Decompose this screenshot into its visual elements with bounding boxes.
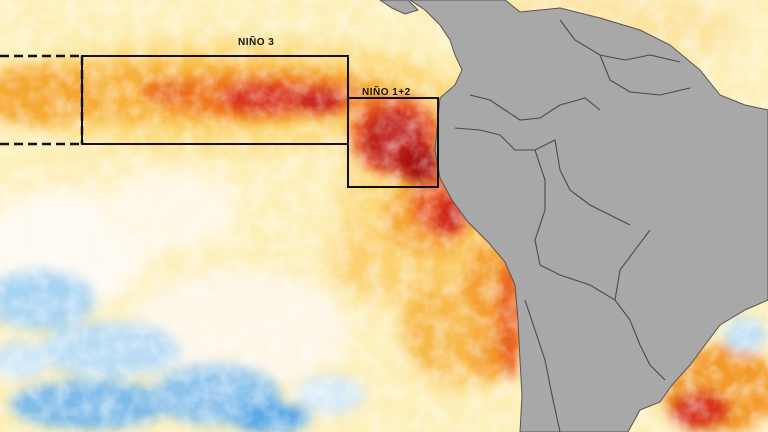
central-america-landmass: [379, 0, 419, 15]
land-south-america: [379, 0, 768, 432]
nino3-label: NIÑO 3: [238, 37, 275, 48]
border-line: [614, 229, 651, 301]
nino-region-boxes: [0, 54, 439, 188]
border-line: [524, 299, 561, 432]
border-line: [639, 344, 666, 381]
nino12-box: [347, 97, 439, 188]
south-america-landmass: [409, 0, 768, 432]
border-line: [534, 149, 546, 266]
border-line: [454, 127, 556, 151]
border-line: [559, 19, 681, 63]
nino34-box-dashed-edge: [0, 54, 84, 146]
country-borders: [454, 19, 691, 432]
nino12-label: NIÑO 1+2: [362, 87, 411, 98]
border-line: [554, 139, 631, 226]
border-line: [539, 264, 641, 346]
border-line: [469, 94, 601, 121]
border-line: [599, 54, 691, 96]
